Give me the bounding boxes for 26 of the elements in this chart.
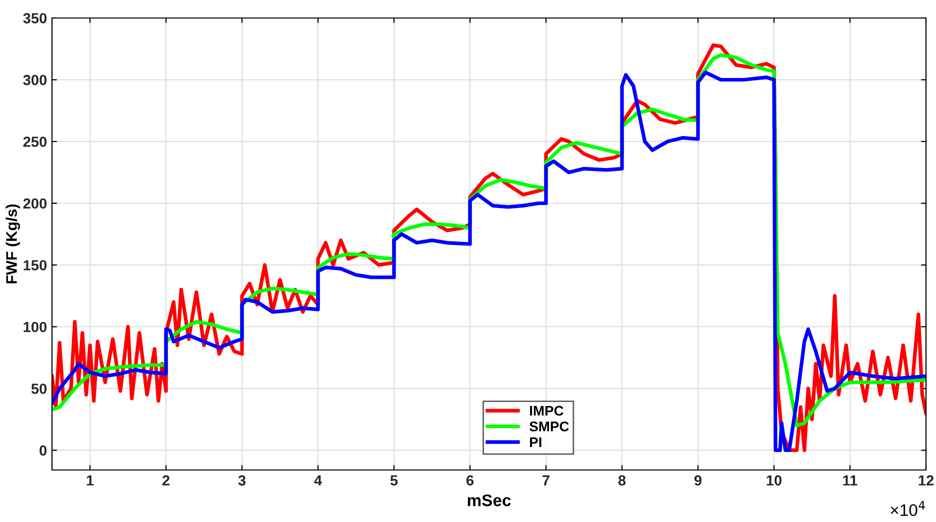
x-tick-label: 6 — [466, 475, 474, 486]
legend-label: SMPC — [530, 422, 569, 432]
y-tick-label: 300 — [23, 74, 47, 86]
x-tick-label: 9 — [694, 475, 702, 486]
y-tick-label: 50 — [31, 384, 47, 394]
y-tick-label: 250 — [23, 136, 47, 147]
y-tick-label: 100 — [24, 322, 47, 332]
x-axis-title: mSec — [468, 494, 511, 506]
x-tick-label: 2 — [162, 475, 170, 486]
x-tick-label: 12 — [918, 475, 934, 486]
legend-label: IMPC — [530, 406, 564, 416]
x-tick-label: 5 — [390, 475, 398, 486]
x-tick-label: 3 — [238, 475, 246, 486]
x-tick-label: 10 — [766, 475, 782, 486]
x-tick-label: 8 — [618, 475, 626, 486]
x-tick-label: 7 — [542, 475, 550, 486]
x-tick-label: 11 — [843, 475, 858, 486]
y-tick-label: 350 — [23, 13, 47, 24]
x-tick-label: 1 — [86, 475, 94, 486]
y-axis-title: FWF (Kg/s) — [6, 204, 20, 284]
legend-label: PI — [530, 437, 542, 447]
y-tick-label: 0 — [40, 445, 47, 456]
x-tick-label: 4 — [314, 475, 322, 486]
y-tick-label: 150 — [24, 260, 47, 270]
y-tick-label: 200 — [23, 198, 47, 209]
text: ×10$^{4}$ — [890, 500, 925, 516]
